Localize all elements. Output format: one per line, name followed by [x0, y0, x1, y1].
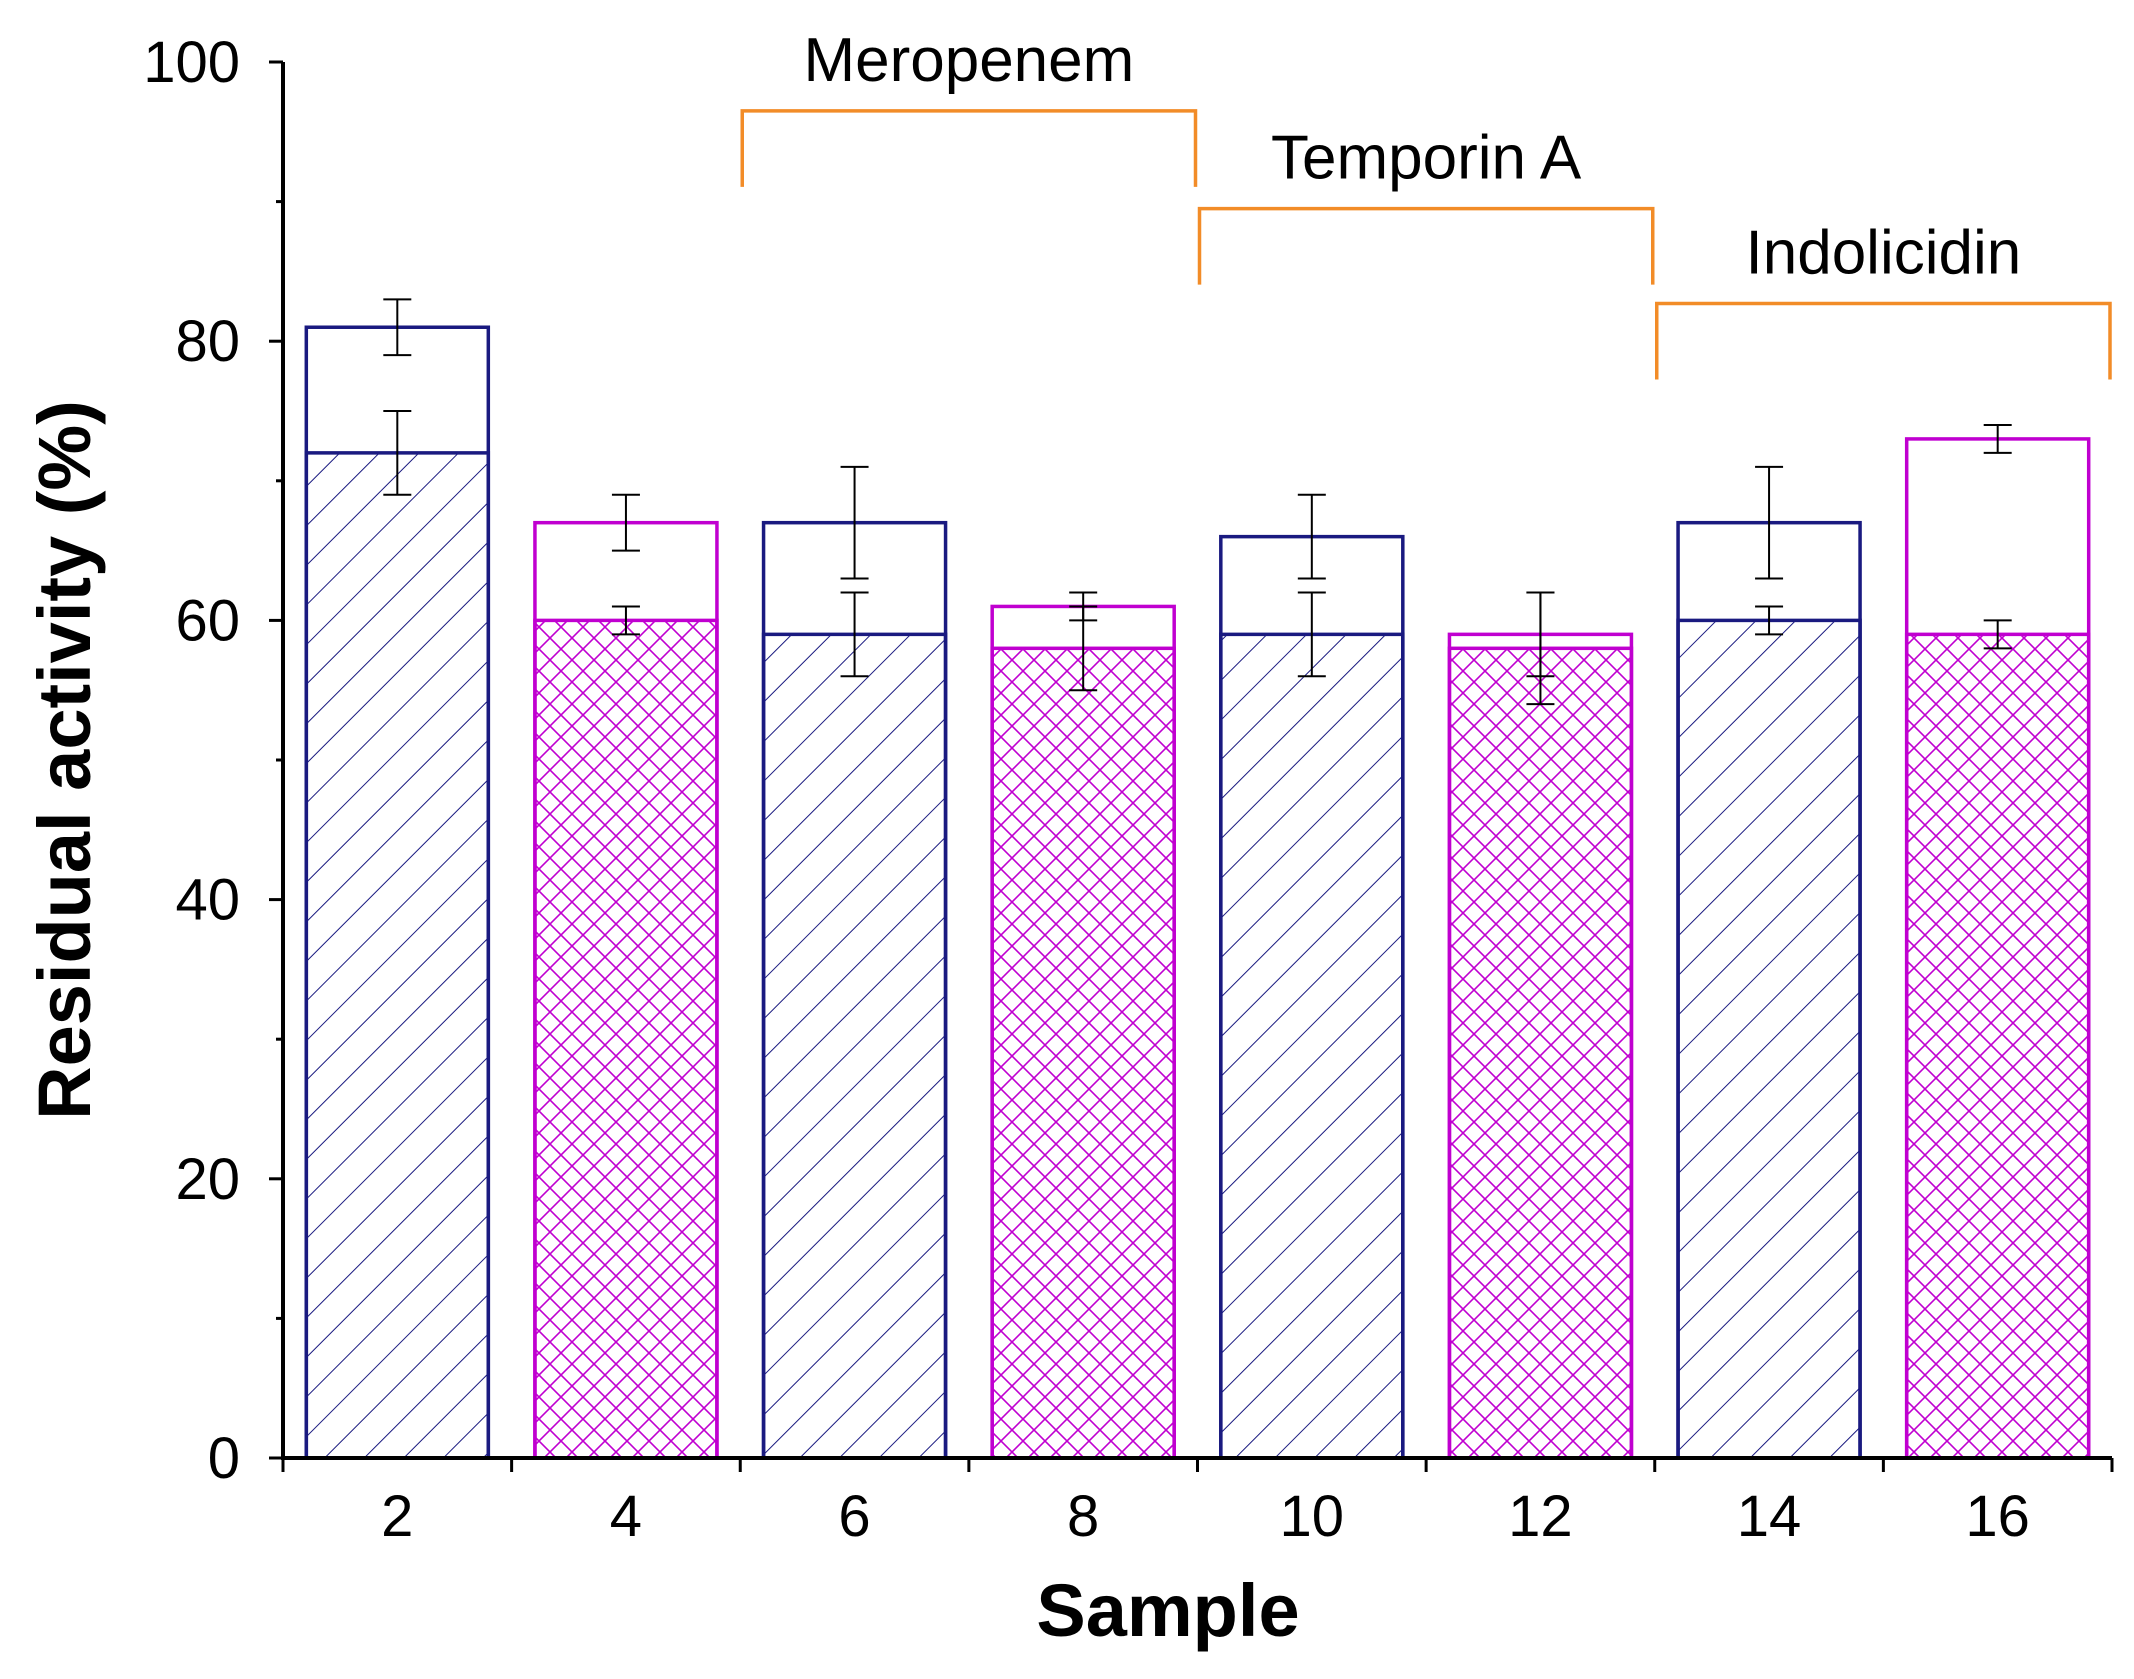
group-label: Indolicidin	[1746, 219, 2022, 288]
group-bracket	[1197, 206, 1655, 285]
bar-inner	[1676, 618, 1862, 1460]
group-annotation: Indolicidin	[1655, 219, 2112, 380]
bar-group	[304, 298, 491, 1460]
y-tick-label: 20	[175, 1147, 240, 1212]
x-tick-label: 10	[1280, 1484, 1345, 1549]
x-tick-label: 6	[838, 1484, 870, 1549]
bar-group	[1904, 423, 2091, 1460]
y-axis-title: Residual activity (%)	[23, 400, 106, 1120]
bar-inner	[990, 646, 1176, 1460]
bar-inner	[1219, 632, 1405, 1460]
annotations-layer: Meropenem Temporin A Indolicidin	[740, 26, 2112, 380]
x-tick-label: 8	[1067, 1484, 1099, 1549]
bars-layer	[304, 298, 2091, 1460]
group-annotation: Meropenem	[740, 26, 1198, 187]
y-tick-label: 60	[175, 588, 240, 653]
bar-group	[1447, 591, 1634, 1460]
x-tick-label: 4	[610, 1484, 642, 1549]
bar-group	[1676, 465, 1862, 1460]
y-tick-label: 40	[175, 868, 240, 933]
bar-inner	[761, 632, 948, 1460]
y-tick-label: 100	[143, 30, 240, 95]
group-label: Temporin A	[1271, 124, 1582, 193]
x-tick-label: 14	[1737, 1484, 1802, 1549]
group-annotation: Temporin A	[1197, 124, 1655, 285]
y-tick-label: 0	[208, 1426, 240, 1491]
bar-inner	[304, 451, 491, 1460]
y-tick-label: 80	[175, 309, 240, 374]
bar-group	[533, 493, 719, 1460]
bar-inner	[1904, 632, 2091, 1460]
group-label: Meropenem	[803, 26, 1134, 95]
axes-layer: 0 20 40 60 80 100 2 4 6 8 10 12 14 16	[143, 30, 2114, 1549]
bar-group	[761, 465, 948, 1460]
group-bracket	[740, 109, 1198, 187]
bar-inner	[533, 618, 719, 1460]
bar-group	[1219, 493, 1405, 1460]
group-bracket	[1655, 301, 2112, 380]
x-tick-label: 12	[1508, 1484, 1573, 1549]
bar-group	[990, 591, 1176, 1460]
x-tick-label: 16	[1965, 1484, 2030, 1549]
x-axis-title: Sample	[1036, 1569, 1299, 1652]
x-tick-label: 2	[381, 1484, 413, 1549]
bar-inner	[1447, 646, 1634, 1460]
